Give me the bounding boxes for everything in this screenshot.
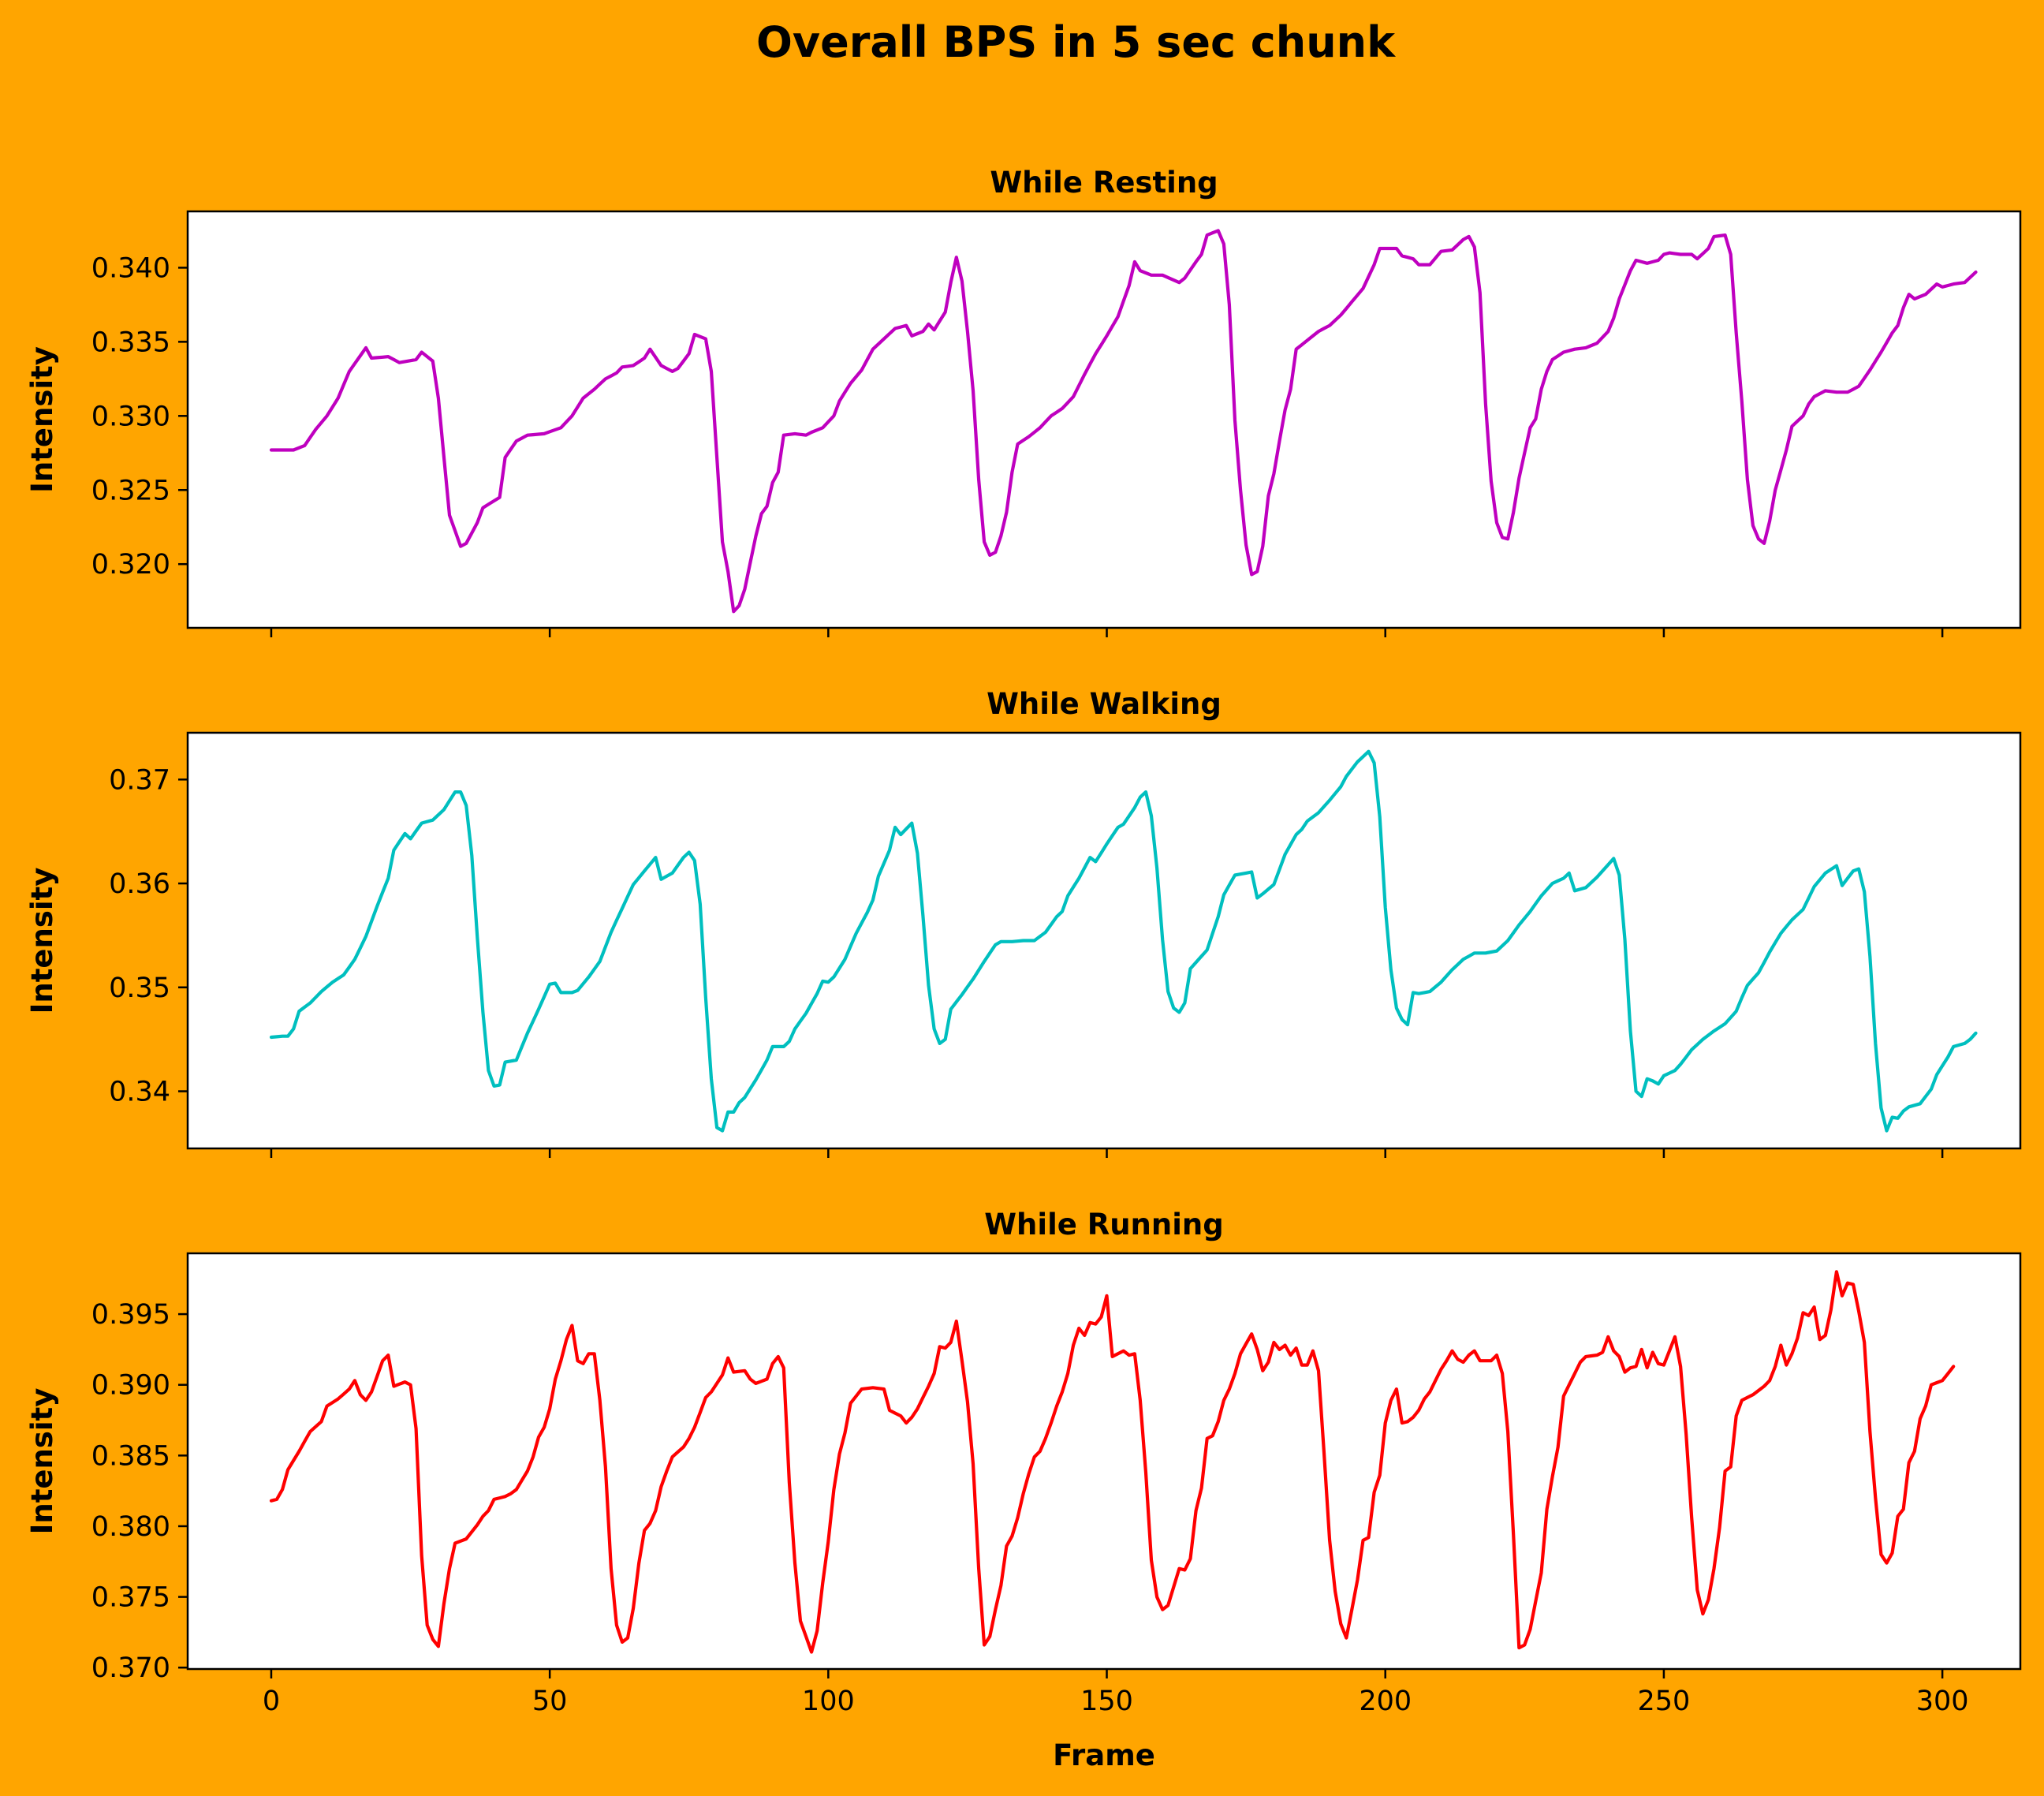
y-tick-label: 0.37 <box>109 764 170 796</box>
axes-container: While Resting Intensity 0.320 0.325 0.330 0.3… <box>25 166 2022 1772</box>
x-tick-label: 150 <box>1080 1686 1133 1717</box>
y-tick-label: 0.35 <box>109 973 170 1004</box>
y-tick-label: 0.335 <box>91 327 170 358</box>
y-tick-label: 0.330 <box>91 401 170 432</box>
plot-frame <box>186 1252 2022 1671</box>
y-tick-label: 0.380 <box>91 1511 170 1543</box>
x-tick-label: 0 <box>263 1686 280 1717</box>
y-tick-label: 0.36 <box>109 868 170 900</box>
plot-area <box>188 1253 2020 1669</box>
subplot-2: While Walking Intensity 0.34 0.35 0.36 0.37 <box>25 687 2022 1158</box>
subplot-title: While Resting <box>990 166 1218 200</box>
x-tick-label: 100 <box>802 1686 855 1717</box>
y-tick-label: 0.385 <box>91 1440 170 1472</box>
x-tick-label: 250 <box>1638 1686 1691 1717</box>
y-tick-label: 0.370 <box>91 1652 170 1684</box>
y-tick-label: 0.34 <box>109 1077 170 1108</box>
figure-title: Overall BPS in 5 sec chunk <box>756 17 1396 67</box>
x-tick-label: 50 <box>532 1686 568 1717</box>
y-tick-label: 0.340 <box>91 252 170 284</box>
plot-frame <box>186 210 2022 629</box>
plot-area <box>188 211 2020 628</box>
x-tick-label: 300 <box>1916 1686 1969 1717</box>
plot-frame <box>186 731 2022 1150</box>
subplot-1: While Resting Intensity 0.320 0.325 0.330 0.3… <box>25 166 2022 637</box>
y-tick-label: 0.325 <box>91 475 170 506</box>
y-tick-label: 0.375 <box>91 1582 170 1614</box>
subplot-title: While Running <box>984 1208 1224 1242</box>
y-tick-label: 0.395 <box>91 1299 170 1331</box>
y-tick-label: 0.320 <box>91 549 170 581</box>
x-axis-label: Frame <box>1053 1738 1155 1772</box>
x-tick-label: 200 <box>1359 1686 1412 1717</box>
series-line <box>269 229 1978 614</box>
series-line <box>269 749 1978 1133</box>
y-axis-label: Intensity <box>25 868 59 1014</box>
series-line <box>269 1270 1956 1654</box>
y-axis-label: Intensity <box>25 346 59 493</box>
y-tick-label: 0.390 <box>91 1370 170 1402</box>
subplot-title: While Walking <box>987 687 1222 721</box>
subplot-3: While Running Intensity 0.370 0.375 0.380 0.3… <box>25 1208 2022 1772</box>
y-axis-label: Intensity <box>25 1388 59 1535</box>
